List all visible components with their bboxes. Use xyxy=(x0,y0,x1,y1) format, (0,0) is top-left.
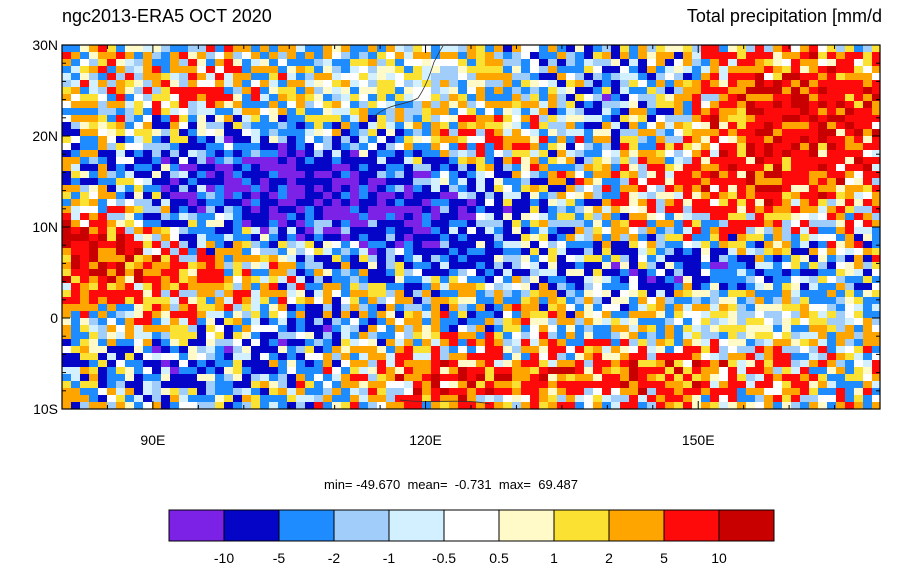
colorbar-swatch xyxy=(663,509,720,542)
map-title: ngc2013-ERA5 OCT 2020 xyxy=(62,6,272,26)
colorbar-label: -5 xyxy=(273,550,286,566)
lon-tick-label: 120E xyxy=(409,432,442,448)
colorbar-swatch xyxy=(278,509,335,542)
colorbar-swatch xyxy=(608,509,665,542)
lat-tick-label: 30N xyxy=(32,37,58,53)
colorbar: -10 -5 -2 -1 -0.5 0.5 1 2 5 10 xyxy=(168,509,775,566)
lat-tick-label: 0 xyxy=(50,310,58,326)
colorbar-label: 5 xyxy=(660,550,668,566)
colorbar-label: -1 xyxy=(383,550,396,566)
field-statistics: min= -49.670 mean= -0.731 max= 69.487 xyxy=(323,477,579,492)
precipitation-field xyxy=(62,45,880,409)
colorbar-label: -2 xyxy=(328,550,341,566)
colorbar-label: 1 xyxy=(550,550,558,566)
variable-title: Total precipitation [mm/d xyxy=(686,6,882,26)
axis-ticks: 30N 20N 10N 0 10S 90E 120E 150E xyxy=(32,37,881,448)
colorbar-label: -10 xyxy=(214,550,234,566)
lat-tick-label: 10N xyxy=(32,219,58,235)
colorbar-swatch xyxy=(498,509,555,542)
colorbar-swatch xyxy=(443,509,500,542)
coastlines xyxy=(371,45,491,405)
lon-tick-label: 150E xyxy=(682,432,715,448)
colorbar-label: 2 xyxy=(605,550,613,566)
colorbar-label: 10 xyxy=(711,550,727,566)
colorbar-swatch xyxy=(223,509,280,542)
lat-tick-label: 10S xyxy=(33,401,58,417)
colorbar-swatch xyxy=(553,509,610,542)
colorbar-swatch xyxy=(718,509,775,542)
colorbar-swatch xyxy=(333,509,390,542)
colorbar-swatch xyxy=(168,509,225,542)
colorbar-label: -0.5 xyxy=(432,550,456,566)
lat-tick-label: 20N xyxy=(32,128,58,144)
colorbar-label: 0.5 xyxy=(489,550,509,566)
colorbar-swatch xyxy=(388,509,445,542)
lon-tick-label: 90E xyxy=(140,432,165,448)
